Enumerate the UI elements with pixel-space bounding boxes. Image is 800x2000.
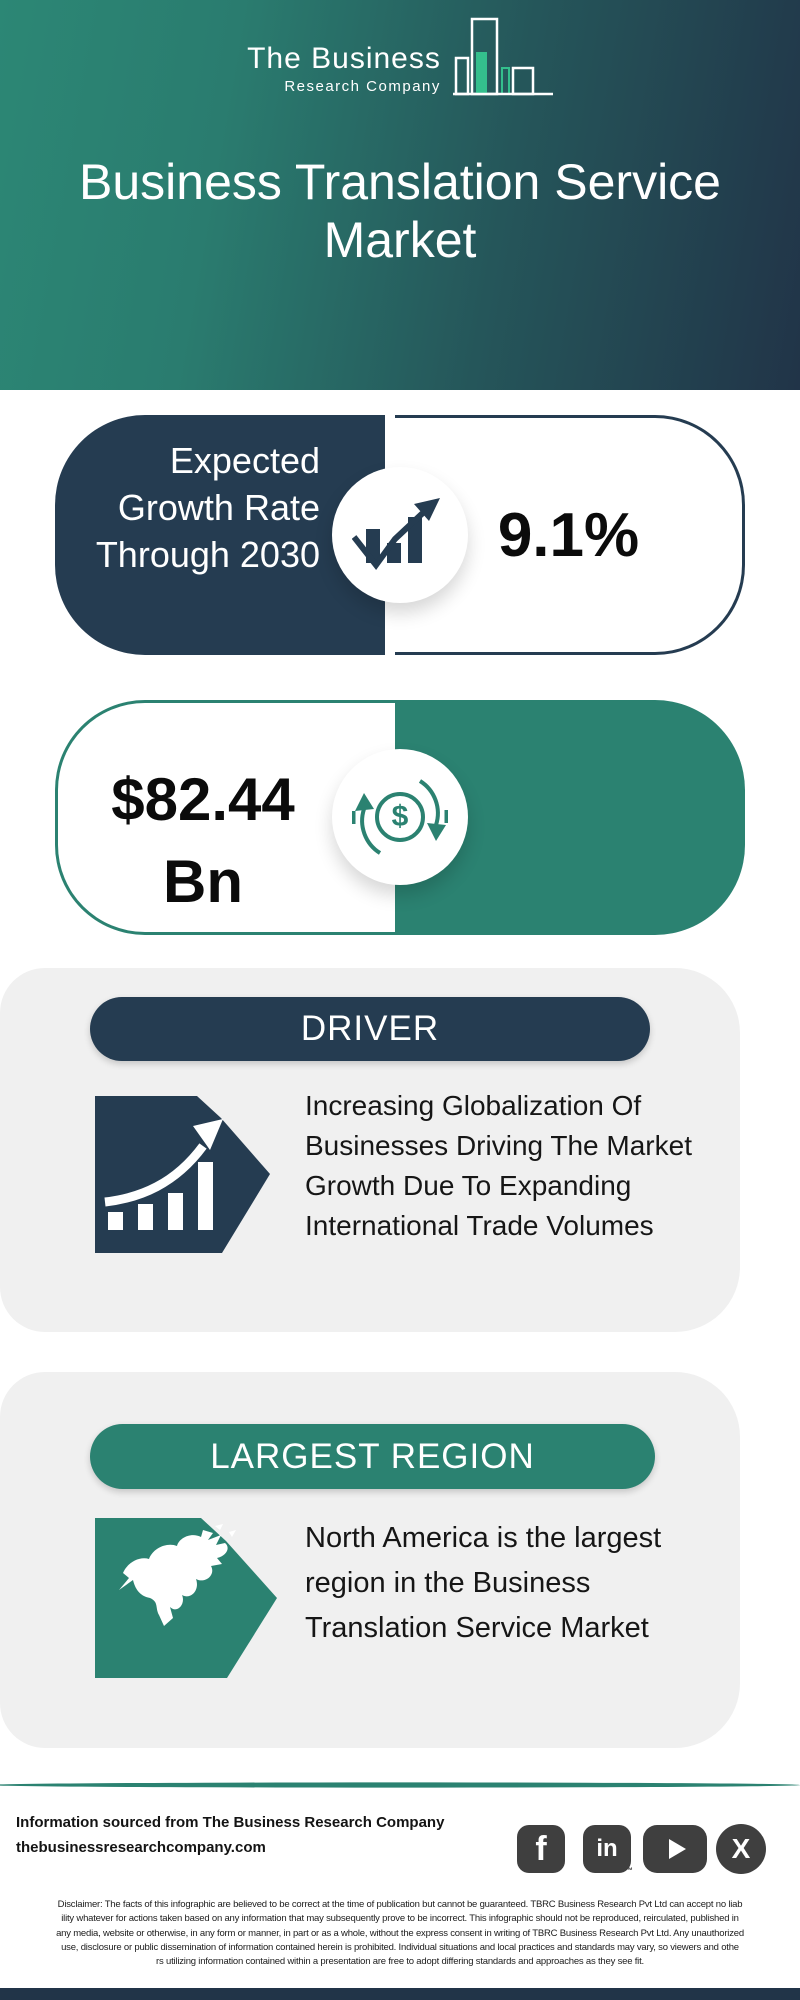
region-line3: Translation Service Market — [305, 1612, 649, 1644]
logo-line1: The Business — [247, 42, 441, 75]
linkedin-icon[interactable]: in ™ — [583, 1825, 633, 1875]
bar-chart-logo-icon — [452, 17, 553, 96]
page-title: Business Translation Service Market — [0, 153, 800, 269]
market-size-value-line1: $82.44 — [111, 766, 295, 833]
growth-label-line1: Expected — [169, 440, 320, 481]
dollar-glyph: $ — [391, 800, 409, 833]
facebook-icon[interactable]: f — [517, 1825, 565, 1873]
bottom-accent-bar — [0, 1988, 800, 2000]
disclaimer-line1: Disclaimer: The facts of this infographi… — [57, 1899, 743, 1910]
largest-region-heading-pill: LARGEST REGION — [90, 1424, 655, 1489]
company-logo-text: The Business Research Company — [247, 44, 441, 98]
largest-region-description: North America is the largest region in t… — [305, 1516, 735, 1651]
growth-rate-label: Expected Growth Rate Through 2030 — [65, 437, 320, 578]
website-link[interactable]: thebusinessresearchcompany.com — [16, 1839, 266, 1856]
teal-divider-line — [0, 1782, 800, 1788]
market-size-value-panel: $82.44 Bn — [55, 700, 405, 935]
driver-line2: Businesses Driving The Market — [305, 1130, 692, 1161]
logo-line2: Research Company — [284, 78, 441, 95]
linkedin-glyph: in — [596, 1835, 618, 1862]
disclaimer-line2: ility whatever for actions taken based o… — [61, 1913, 739, 1925]
market-size-value-line2: Bn — [163, 848, 243, 915]
growth-label-line2: Growth Rate — [117, 487, 320, 528]
linkedin-tm: ™ — [625, 1866, 633, 1875]
x-glyph: X — [731, 1833, 751, 1864]
largest-region-section: LARGEST REGION North America is the larg… — [0, 1372, 740, 1748]
disclaimer-line4: use, disclosure or public dissemination … — [61, 1941, 739, 1953]
x-twitter-icon[interactable]: X — [716, 1824, 766, 1874]
company-logo: The Business Research Company — [0, 16, 800, 98]
growth-rate-label-panel: Expected Growth Rate Through 2030 — [55, 415, 385, 655]
driver-line3: Growth Due To Expanding — [305, 1170, 632, 1201]
region-line1: North America is the largest — [305, 1522, 662, 1554]
facebook-glyph: f — [535, 1829, 547, 1868]
driver-heading-pill: DRIVER — [90, 997, 650, 1061]
page-title-line1: Business Translation Service — [79, 154, 721, 210]
growth-rate-card: Expected Growth Rate Through 2030 9.1% — [55, 415, 745, 655]
largest-region-heading: LARGEST REGION — [210, 1436, 535, 1476]
growth-label-line3: Through 2030 — [95, 534, 320, 575]
source-text: Information sourced from The Business Re… — [16, 1814, 445, 1831]
disclaimer-line3: any media, website or otherwise, in any … — [56, 1927, 744, 1939]
driver-section: DRIVER Increasing Globalization Of Busin… — [0, 968, 740, 1332]
growth-icon-circle — [332, 467, 468, 603]
disclaimer-text: Disclaimer: The facts of this infographi… — [0, 1898, 800, 1969]
header-banner: The Business Research Company Business T… — [0, 0, 800, 390]
page-title-line2: Market — [323, 212, 477, 268]
money-exchange-icon — [352, 779, 448, 855]
youtube-icon[interactable] — [643, 1825, 707, 1873]
market-size-value: $82.44 Bn — [68, 759, 338, 923]
driver-line1: Increasing Globalization Of — [305, 1090, 642, 1121]
region-line2: region in the Business — [305, 1567, 591, 1599]
driver-description: Increasing Globalization Of Businesses D… — [305, 1086, 735, 1246]
driver-line4: International Trade Volumes — [305, 1210, 654, 1241]
market-size-card: $82.44 Bn Expected Market Size By 2030 — [55, 700, 745, 935]
play-icon — [668, 1839, 686, 1859]
money-icon-circle: $ — [332, 749, 468, 885]
disclaimer-line5: rs utilizing information contained withi… — [156, 1956, 644, 1968]
growth-bars-arrow-icon — [95, 1096, 270, 1253]
growth-trend-icon — [352, 498, 440, 570]
driver-heading: DRIVER — [300, 1009, 440, 1048]
growth-rate-value: 9.1% — [497, 500, 640, 570]
north-america-map-icon — [95, 1518, 277, 1678]
social-icons-row: f in ™ X — [517, 1824, 777, 1875]
